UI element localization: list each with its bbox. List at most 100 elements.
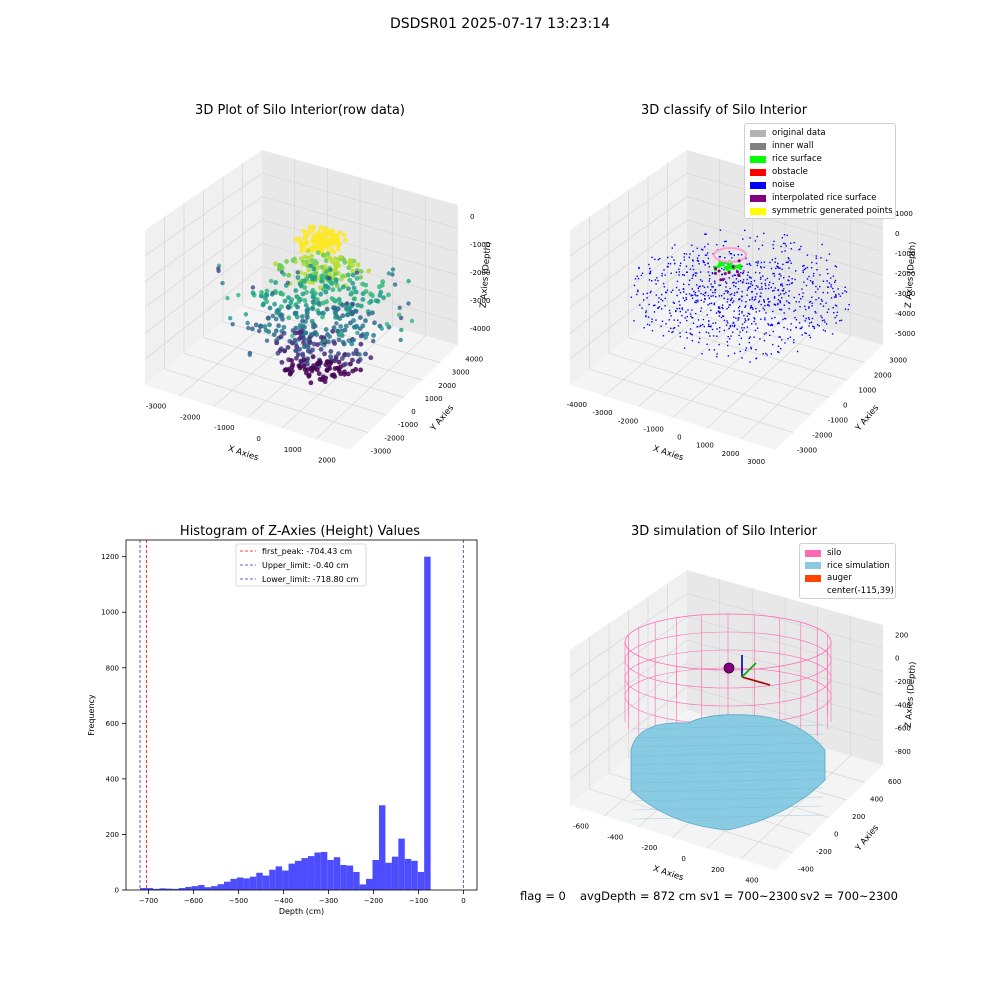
noise-point	[726, 301, 729, 303]
noise-point	[708, 297, 711, 299]
noise-point	[708, 274, 711, 277]
legend-label: symmetric generated points	[772, 206, 893, 216]
data-point	[280, 316, 285, 322]
rice-surface-point	[725, 266, 729, 270]
noise-point	[668, 319, 670, 321]
noise-point	[763, 339, 766, 342]
noise-point	[777, 321, 780, 324]
histogram-bar	[295, 860, 302, 890]
noise-point	[776, 265, 778, 267]
data-point	[284, 259, 289, 264]
noise-point	[660, 325, 662, 328]
noise-point	[712, 286, 714, 288]
sv1-text: sv1 = 700~2300	[700, 889, 798, 903]
noise-point	[744, 349, 747, 351]
noise-point	[646, 292, 648, 295]
y-tick-label: -1000	[828, 417, 848, 425]
noise-point	[756, 327, 759, 329]
data-point	[311, 224, 317, 230]
noise-point	[788, 290, 790, 292]
noise-point	[730, 293, 733, 295]
histogram-bar	[256, 872, 263, 890]
noise-point	[841, 292, 844, 294]
noise-point	[773, 289, 775, 292]
x-tick-label: −700	[139, 897, 158, 905]
data-point	[328, 354, 333, 360]
data-point	[318, 246, 324, 252]
noise-point	[760, 266, 762, 268]
legend-swatch	[750, 155, 766, 163]
data-point	[298, 283, 304, 289]
noise-point	[678, 268, 680, 270]
noise-point	[749, 299, 751, 301]
noise-point	[834, 317, 836, 319]
data-point	[333, 311, 338, 316]
data-point	[310, 228, 315, 234]
noise-point	[713, 349, 716, 351]
noise-point	[808, 306, 810, 308]
data-point	[315, 342, 320, 347]
noise-point	[733, 281, 735, 283]
noise-point	[835, 266, 838, 268]
noise-point	[803, 264, 805, 267]
noise-point	[812, 280, 814, 283]
data-point	[243, 312, 249, 317]
noise-point	[731, 297, 733, 299]
noise-point	[782, 290, 784, 292]
noise-point	[822, 329, 825, 331]
data-point	[321, 310, 326, 316]
data-point	[264, 288, 270, 294]
noise-point	[763, 299, 765, 301]
noise-point	[657, 279, 659, 282]
noise-point	[704, 298, 706, 300]
noise-point	[758, 248, 760, 250]
noise-point	[713, 280, 716, 282]
noise-point	[798, 322, 801, 324]
noise-point	[754, 288, 756, 290]
raw-points	[216, 224, 415, 386]
legend-item: center(-115,39)	[805, 585, 894, 597]
noise-point	[727, 322, 729, 324]
noise-point	[671, 331, 673, 334]
noise-point	[768, 301, 770, 303]
data-point	[281, 330, 287, 336]
data-point	[355, 359, 361, 364]
noise-point	[664, 274, 666, 276]
histogram-bar	[236, 877, 244, 890]
noise-point	[780, 275, 782, 277]
noise-point	[746, 289, 749, 291]
noise-point	[765, 332, 767, 334]
data-point	[368, 355, 374, 361]
legend-swatch	[750, 142, 766, 150]
noise-point	[711, 328, 714, 331]
noise-point	[679, 265, 681, 267]
noise-point	[747, 312, 749, 315]
data-point	[220, 280, 225, 286]
data-point	[397, 312, 402, 317]
legend-item: silo	[805, 547, 841, 559]
data-point	[285, 345, 291, 350]
data-point	[303, 330, 309, 335]
data-point	[406, 278, 411, 284]
noise-point	[728, 338, 731, 340]
noise-point	[738, 313, 740, 315]
noise-point	[788, 279, 790, 282]
noise-point	[751, 291, 753, 293]
noise-point	[777, 351, 779, 353]
data-point	[259, 293, 264, 299]
rice-mesh-line	[632, 724, 824, 730]
noise-point	[675, 271, 678, 273]
data-point	[322, 225, 328, 231]
noise-point	[691, 297, 694, 299]
data-point	[318, 234, 324, 239]
noise-point	[813, 326, 815, 328]
noise-point	[691, 334, 693, 336]
noise-point	[683, 274, 685, 276]
noise-point	[678, 300, 680, 303]
noise-point	[724, 290, 727, 292]
noise-point	[751, 323, 753, 325]
noise-point	[733, 352, 736, 355]
histogram-bar	[146, 888, 153, 890]
histogram-bar	[378, 805, 386, 890]
histogram-bar	[198, 885, 205, 890]
